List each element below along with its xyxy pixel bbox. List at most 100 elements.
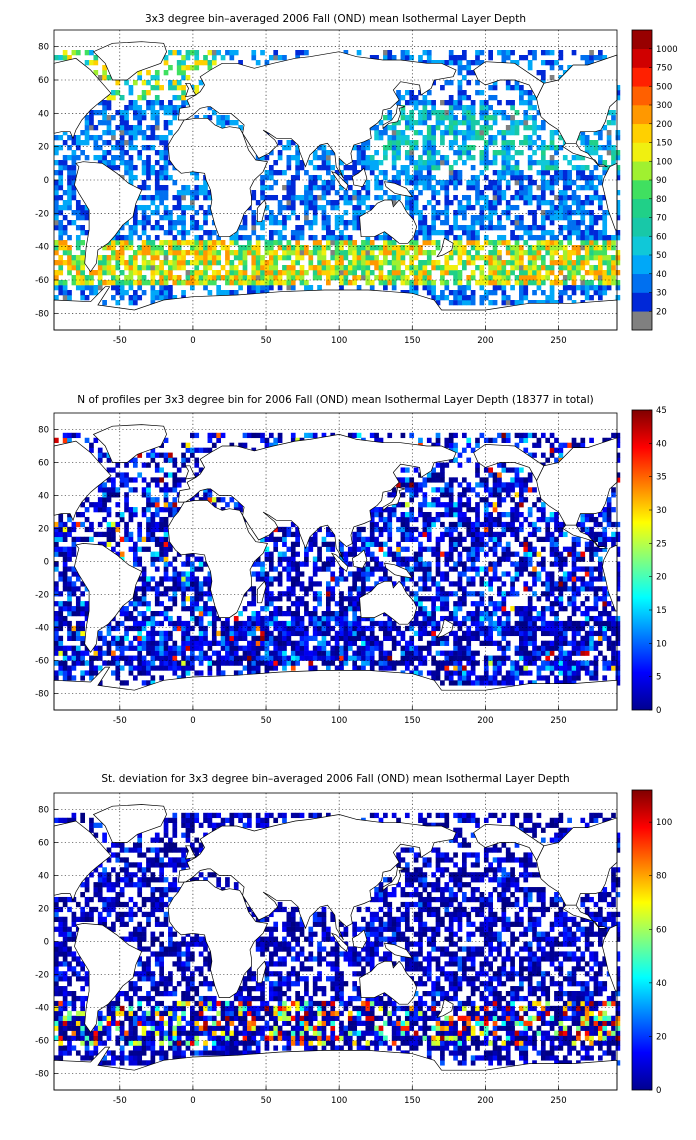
data-cell xyxy=(163,556,169,562)
data-cell xyxy=(483,145,489,151)
data-cell xyxy=(247,645,252,651)
data-cell xyxy=(545,576,551,582)
data-cell xyxy=(457,625,463,632)
data-cell xyxy=(558,556,564,562)
data-cell xyxy=(440,571,445,577)
data-cell xyxy=(58,576,64,582)
data-cell xyxy=(163,240,169,246)
data-cell xyxy=(483,551,489,557)
y-tick-label: 0 xyxy=(44,176,49,186)
data-cell xyxy=(84,115,90,121)
data-cell xyxy=(102,100,107,106)
data-cell xyxy=(369,660,375,666)
data-cell xyxy=(111,115,116,121)
data-cell xyxy=(190,606,195,612)
data-cell xyxy=(615,660,621,666)
data-cell xyxy=(203,185,208,191)
data-cell xyxy=(606,245,612,251)
data-cell xyxy=(198,660,204,666)
data-cell xyxy=(172,220,178,226)
data-cell xyxy=(356,275,362,281)
data-cell xyxy=(347,645,353,651)
data-cell xyxy=(418,576,423,582)
data-cell xyxy=(119,235,125,241)
data-cell xyxy=(602,285,608,291)
data-cell xyxy=(479,105,485,111)
data-cell xyxy=(111,660,116,666)
data-cell xyxy=(216,50,222,56)
data-cell xyxy=(448,170,454,176)
data-cell xyxy=(312,220,318,226)
data-cell xyxy=(111,255,116,261)
data-cell xyxy=(317,601,322,607)
data-cell xyxy=(440,180,445,186)
data-cell xyxy=(501,225,507,231)
data-cell xyxy=(483,140,489,146)
data-cell xyxy=(194,620,200,627)
data-cell xyxy=(580,625,586,632)
data-cell xyxy=(115,551,121,557)
data-cell xyxy=(159,240,164,246)
data-cell xyxy=(356,245,362,251)
data-cell xyxy=(602,240,608,246)
data-cell xyxy=(190,170,195,176)
data-cell xyxy=(479,280,485,286)
x-tick-label: 150 xyxy=(404,336,420,346)
data-cell xyxy=(571,290,577,296)
data-cell xyxy=(146,125,151,131)
data-cell xyxy=(251,270,257,276)
data-cell xyxy=(93,140,99,146)
data-cell xyxy=(277,611,283,617)
data-cell xyxy=(194,195,200,201)
data-cell xyxy=(295,260,300,266)
data-cell xyxy=(549,601,555,607)
data-cell xyxy=(299,270,305,276)
data-cell xyxy=(448,556,454,562)
data-cell xyxy=(115,660,121,666)
data-cell xyxy=(132,110,138,116)
data-cell xyxy=(194,556,200,562)
data-cell xyxy=(492,190,498,196)
data-cell xyxy=(211,250,217,256)
data-cell xyxy=(154,120,160,126)
data-cell xyxy=(488,576,493,582)
data-cell xyxy=(229,645,235,651)
data-cell xyxy=(413,655,419,661)
data-cell xyxy=(571,625,577,632)
data-cell xyxy=(132,620,138,627)
data-cell xyxy=(514,571,520,577)
data-cell xyxy=(527,115,533,121)
data-cell xyxy=(352,581,358,587)
data-cell xyxy=(448,230,454,236)
data-cell xyxy=(554,596,559,602)
data-cell xyxy=(159,245,164,251)
data-cell xyxy=(558,245,564,251)
data-cell xyxy=(532,265,537,271)
data-cell xyxy=(593,576,599,582)
data-cell xyxy=(325,160,331,166)
data-cell xyxy=(176,645,182,651)
data-cell xyxy=(409,55,415,61)
data-cell xyxy=(549,175,555,181)
data-cell xyxy=(545,630,551,637)
data-cell xyxy=(404,556,410,562)
data-cell xyxy=(444,561,450,567)
data-cell xyxy=(168,645,173,651)
data-cell xyxy=(519,561,524,567)
data-cell xyxy=(383,620,388,627)
data-cell xyxy=(615,561,621,567)
data-cell xyxy=(185,250,191,256)
data-cell xyxy=(251,665,257,671)
data-cell xyxy=(409,265,415,271)
data-cell xyxy=(549,185,555,191)
data-cell xyxy=(264,586,270,592)
data-cell xyxy=(115,265,121,271)
data-cell xyxy=(75,630,81,637)
data-cell xyxy=(409,260,415,266)
x-tick-label: 0 xyxy=(190,336,195,346)
data-cell xyxy=(54,205,59,211)
data-cell xyxy=(580,205,586,211)
data-cell xyxy=(457,100,463,106)
data-cell xyxy=(321,190,327,196)
data-cell xyxy=(466,145,472,151)
